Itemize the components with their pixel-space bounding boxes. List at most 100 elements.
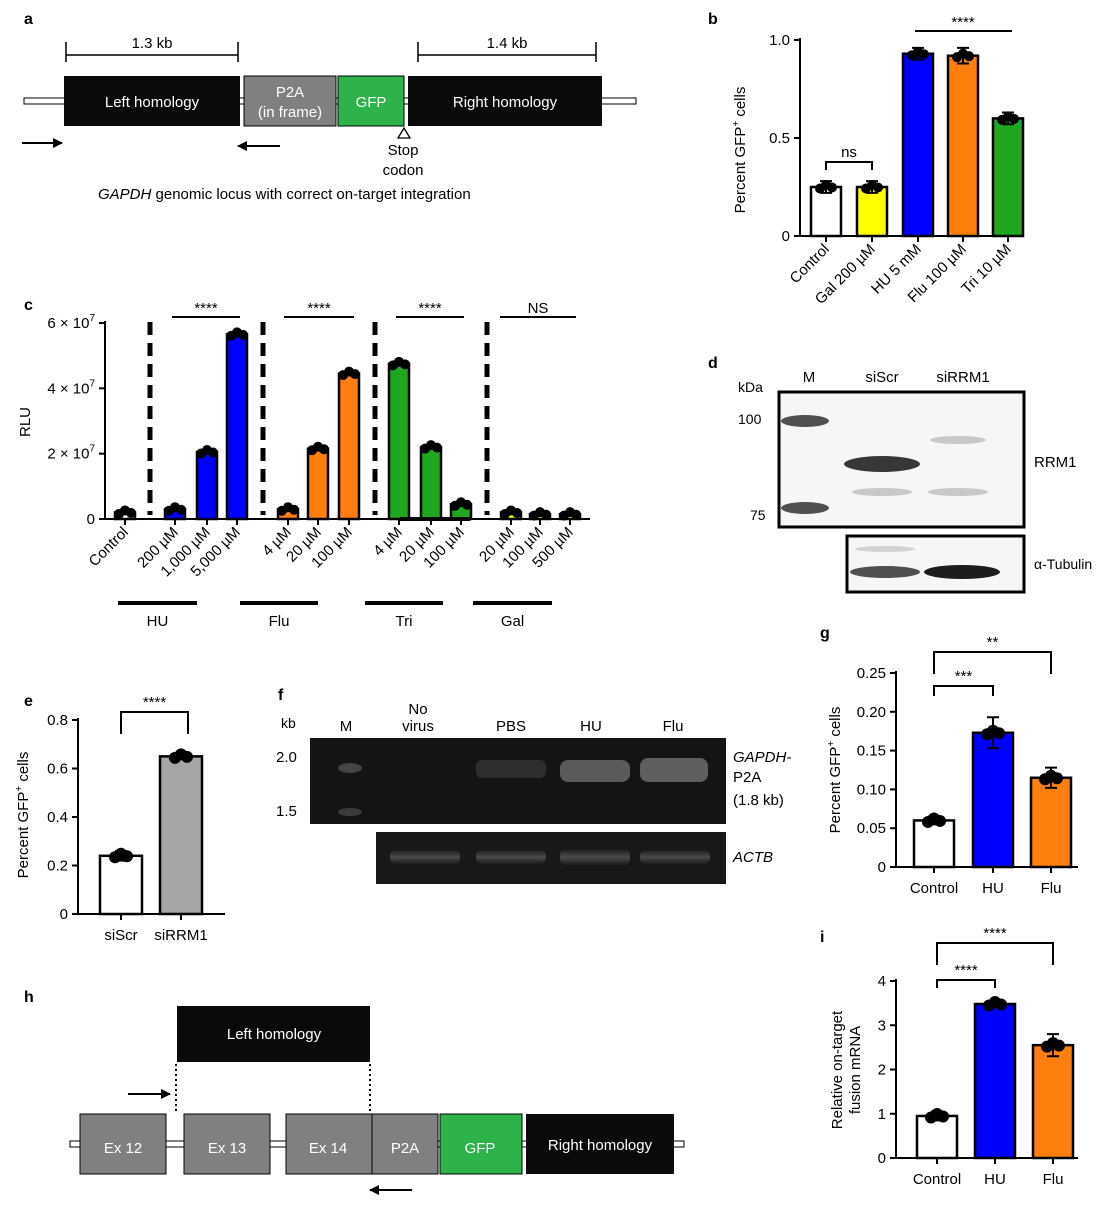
chart-b-x-tick-label: Tri 10 µM bbox=[958, 241, 1015, 298]
actb-band-1 bbox=[390, 850, 460, 864]
chart-i-x-tick-label: HU bbox=[984, 1171, 1006, 1188]
h-right-homology-box bbox=[526, 1114, 674, 1174]
chart-c-data-point bbox=[462, 499, 472, 510]
chart-c-bar bbox=[387, 362, 411, 521]
chart-c-data-point bbox=[400, 359, 410, 370]
rrm1-label: RRM1 bbox=[1034, 454, 1077, 471]
chart-i-bar bbox=[973, 1002, 1017, 1160]
marker-75-label: 75 bbox=[750, 507, 766, 523]
chart-g-y-tick-label: 0.25 bbox=[857, 665, 886, 682]
marker-band-75 bbox=[781, 502, 829, 514]
sig-ns-bracket bbox=[825, 161, 873, 170]
chart-c-data-point bbox=[289, 504, 299, 515]
gapdh-p2a-label-2: P2A bbox=[733, 769, 761, 786]
chart-b-data-point bbox=[827, 182, 837, 193]
exon14-box bbox=[285, 1113, 373, 1175]
chart-e-y-tick-label: 0.2 bbox=[47, 858, 68, 875]
sig-i-hu-bracket bbox=[936, 979, 996, 988]
actb-label: ACTB bbox=[732, 849, 773, 866]
chart-e-y-tick-label: 0.4 bbox=[47, 809, 68, 826]
chart-g-y-tick-label: 0.20 bbox=[857, 704, 886, 721]
chart-g-x-tick-label: Control bbox=[910, 880, 958, 897]
left-length-bracket bbox=[65, 42, 239, 62]
panel-label-h: h bbox=[24, 989, 34, 1006]
panel-i-ylabel-1: Relative on-target bbox=[829, 1010, 846, 1129]
chart-i: 0 1 2 3 4 Control HU Flu **** **** bbox=[878, 925, 1078, 1188]
chart-b-bar bbox=[855, 185, 889, 238]
group-label-Tri: Tri bbox=[396, 613, 413, 630]
sig-label-Tri: **** bbox=[418, 300, 442, 317]
panel-label-f: f bbox=[278, 687, 284, 704]
chart-c-bar bbox=[419, 445, 443, 521]
stop-label: Stop bbox=[388, 142, 419, 159]
gel-lane-m-label: M bbox=[340, 718, 353, 735]
h-p2a-box bbox=[371, 1113, 439, 1175]
chart-c-bar bbox=[306, 447, 330, 521]
chart-c-y-tick-label: 4 × 107 bbox=[47, 378, 95, 397]
panel-e-ylabel: Percent GFP+ cells bbox=[14, 752, 32, 879]
panel-g: g Percent GFP+ cells 0 0.05 0.10 0.15 0.20 0.… bbox=[820, 625, 1078, 897]
rrm1-band-siscr bbox=[844, 456, 920, 472]
chart-e-x-tick-label: siScr bbox=[104, 927, 137, 944]
chart-e-data-point bbox=[181, 750, 193, 763]
chart-b-bar bbox=[991, 117, 1025, 238]
chart-b-x-tick-label: Control bbox=[787, 241, 833, 287]
panel-h: h Left homology Ex 12 Ex 13 Ex 14 P2A GF… bbox=[24, 989, 685, 1195]
actb-band-2 bbox=[476, 850, 546, 864]
chart-b-bar bbox=[809, 185, 843, 238]
chart-g-x-tick-label: HU bbox=[982, 880, 1004, 897]
chart-c-bar bbox=[337, 372, 361, 521]
western-blot-tubulin bbox=[845, 534, 1026, 594]
sig-i-hu-label: **** bbox=[954, 962, 978, 979]
panel-label-i: i bbox=[820, 929, 824, 946]
panel-f: f kb M No virus PBS HU Flu 2.0 1.5 GAPDH… bbox=[276, 687, 791, 884]
h-left-homology-label: Left homology bbox=[227, 1026, 322, 1043]
chart-i-y-tick-label: 3 bbox=[878, 1017, 886, 1034]
gel-band-hu bbox=[560, 760, 630, 782]
p2a-label: P2A bbox=[276, 84, 304, 101]
chart-c-y-tick-label: 2 × 107 bbox=[47, 444, 95, 463]
chart-e-y-tick-label: 0.6 bbox=[47, 761, 68, 778]
sig-e-label: **** bbox=[143, 694, 167, 711]
panel-label-g: g bbox=[820, 625, 830, 642]
chart-g-bar bbox=[971, 731, 1015, 869]
sig-g-flu-bracket bbox=[933, 651, 1052, 674]
panel-label-b: b bbox=[708, 11, 718, 28]
chart-i-y-tick-label: 4 bbox=[878, 973, 886, 990]
sig-i-flu-label: **** bbox=[983, 925, 1007, 942]
chart-i-y-tick-label: 0 bbox=[878, 1150, 886, 1167]
chart-e-bar bbox=[158, 755, 204, 916]
panel-i-ylabel-2: fusion mRNA bbox=[847, 1026, 864, 1114]
panel-label-c: c bbox=[24, 297, 33, 314]
h-gfp-label: GFP bbox=[465, 1140, 496, 1157]
chart-c-x-tick-label: Control bbox=[86, 524, 132, 570]
gel-lane-novirus-label-2: virus bbox=[402, 718, 434, 735]
chart-g-y-tick-label: 0.15 bbox=[857, 743, 886, 760]
chart-i-bar bbox=[915, 1114, 959, 1160]
chart-g-data-point bbox=[1051, 772, 1063, 785]
chart-e-bar bbox=[98, 854, 144, 916]
stop-codon-triangle-icon bbox=[396, 126, 412, 139]
right-length-label: 1.4 kb bbox=[487, 35, 528, 52]
sig-g-flu-label: ** bbox=[987, 634, 999, 651]
gapdh-p2a-label-1: GAPDH- bbox=[733, 749, 791, 766]
chart-c-bar bbox=[195, 450, 219, 521]
gel-marker-20: 2.0 bbox=[276, 749, 297, 766]
exon12-box bbox=[79, 1113, 167, 1175]
h-left-homology-box bbox=[177, 1006, 370, 1062]
lane-m-label: M bbox=[803, 369, 816, 386]
gel-marker-15: 1.5 bbox=[276, 803, 297, 820]
exon13-box bbox=[183, 1113, 271, 1175]
panel-d: d kDa M siScr siRRM1 100 75 RRM1 α-Tubul… bbox=[708, 355, 1092, 594]
gel-marker-band-15 bbox=[338, 808, 362, 816]
sig-label-Gal: NS bbox=[528, 300, 549, 317]
right-length-bracket bbox=[417, 42, 597, 62]
gfp-label: GFP bbox=[356, 94, 387, 111]
lane-siscr-label: siScr bbox=[865, 369, 898, 386]
chart-c-data-point bbox=[512, 507, 522, 518]
faint-band-sirrm1 bbox=[930, 436, 986, 444]
left-homology-box bbox=[64, 76, 240, 126]
